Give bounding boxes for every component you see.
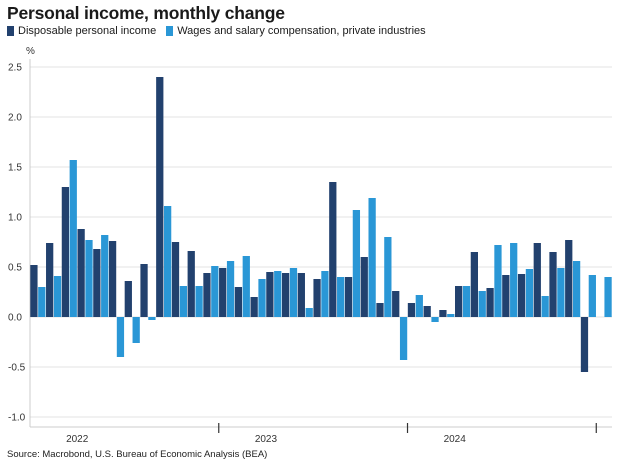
bar-wages-salary xyxy=(38,287,46,317)
bar-wages-salary xyxy=(447,314,455,317)
bar-disposable-income xyxy=(565,240,573,317)
chart-title: Personal income, monthly change xyxy=(7,3,285,23)
bar-disposable-income xyxy=(297,273,305,317)
bar-disposable-income xyxy=(156,77,164,317)
bar-wages-salary xyxy=(69,160,77,317)
bar-disposable-income xyxy=(77,229,85,317)
bar-wages-salary xyxy=(462,286,471,317)
bar-disposable-income xyxy=(30,265,38,317)
y-tick-label: 0.0 xyxy=(8,313,22,324)
bar-wages-salary xyxy=(305,308,313,317)
legend-swatch-wages-salary xyxy=(166,26,174,36)
bar-disposable-income xyxy=(486,288,494,317)
bar-disposable-income xyxy=(124,281,132,317)
bar-wages-salary xyxy=(258,279,266,317)
bar-wages-salary xyxy=(588,275,596,317)
bar-wages-salary xyxy=(352,210,361,317)
legend-item-disposable-income: Disposable personal income xyxy=(7,25,156,37)
bar-wages-salary xyxy=(431,317,439,322)
bar-disposable-income xyxy=(533,243,541,317)
x-tick-label: 2023 xyxy=(255,434,278,445)
bar-disposable-income xyxy=(266,272,274,317)
y-axis-unit-label: % xyxy=(26,46,35,57)
bar-disposable-income xyxy=(502,275,510,317)
y-tick-label: 1.5 xyxy=(8,163,22,174)
bar-disposable-income xyxy=(234,287,243,317)
bar-disposable-income xyxy=(423,306,431,317)
bar-disposable-income xyxy=(219,268,227,317)
bar-wages-salary xyxy=(415,295,423,317)
bar-wages-salary xyxy=(195,286,203,317)
legend-label-disposable-income: Disposable personal income xyxy=(18,25,157,37)
bar-disposable-income xyxy=(455,286,463,317)
bar-wages-salary xyxy=(274,271,282,317)
bar-wages-salary xyxy=(164,206,172,317)
y-tick-label: -0.5 xyxy=(8,363,26,374)
legend: Disposable personal income Wages and sal… xyxy=(7,25,426,37)
bar-disposable-income xyxy=(281,273,290,317)
bar-wages-salary xyxy=(478,291,486,317)
bar-disposable-income xyxy=(360,257,368,317)
bar-disposable-income xyxy=(329,182,337,317)
bar-wages-salary xyxy=(116,317,125,357)
bar-disposable-income xyxy=(470,252,478,317)
y-tick-label: 1.0 xyxy=(8,213,22,224)
bar-disposable-income xyxy=(93,249,101,317)
bar-wages-salary xyxy=(368,198,376,317)
bar-wages-salary xyxy=(494,245,502,317)
y-tick-label: 0.5 xyxy=(8,263,22,274)
bar-disposable-income xyxy=(187,251,195,317)
y-tick-label: 2.5 xyxy=(8,63,22,74)
legend-label-wages-salary: Wages and salary compensation, private i… xyxy=(177,25,426,37)
x-tick-label: 2024 xyxy=(444,434,467,445)
legend-item-wages-salary: Wages and salary compensation, private i… xyxy=(166,25,426,37)
bar-disposable-income xyxy=(517,274,526,317)
bar-disposable-income xyxy=(407,303,416,317)
bar-disposable-income xyxy=(392,291,400,317)
bar-wages-salary xyxy=(557,268,565,317)
bar-disposable-income xyxy=(171,242,180,317)
bar-disposable-income xyxy=(549,252,557,317)
y-tick-label: -1.0 xyxy=(8,413,26,424)
bar-wages-salary xyxy=(337,277,345,317)
bar-wages-salary xyxy=(148,317,156,320)
bar-disposable-income xyxy=(439,310,447,317)
bar-disposable-income xyxy=(108,241,117,317)
bar-wages-salary xyxy=(510,243,518,317)
legend-swatch-disposable-income xyxy=(7,26,14,36)
bar-wages-salary xyxy=(321,271,329,317)
bar-disposable-income xyxy=(250,297,258,317)
bar-wages-salary xyxy=(541,296,549,317)
x-tick-label: 2022 xyxy=(66,434,89,445)
bar-wages-salary xyxy=(399,317,408,360)
y-tick-label: 2.0 xyxy=(8,113,22,124)
bar-disposable-income xyxy=(376,303,384,317)
bar-disposable-income xyxy=(203,273,211,317)
bar-wages-salary xyxy=(132,317,140,343)
bar-wages-salary xyxy=(226,261,235,317)
bar-disposable-income xyxy=(140,264,148,317)
bar-wages-salary xyxy=(211,266,219,317)
bar-disposable-income xyxy=(61,187,70,317)
bar-wages-salary xyxy=(242,256,250,317)
bar-wages-salary xyxy=(85,240,93,317)
bar-disposable-income xyxy=(344,277,353,317)
bar-wages-salary xyxy=(289,268,298,317)
bar-wages-salary xyxy=(53,276,62,317)
bar-wages-salary xyxy=(604,277,612,317)
bar-disposable-income xyxy=(313,279,321,317)
bar-wages-salary xyxy=(572,261,581,317)
bar-disposable-income xyxy=(46,243,54,317)
bar-wages-salary xyxy=(384,237,392,317)
bar-wages-salary xyxy=(179,286,187,317)
source-note: Source: Macrobond, U.S. Bureau of Econom… xyxy=(7,449,268,460)
bar-disposable-income xyxy=(580,317,589,372)
bar-wages-salary xyxy=(525,269,534,317)
bar-wages-salary xyxy=(101,235,109,317)
